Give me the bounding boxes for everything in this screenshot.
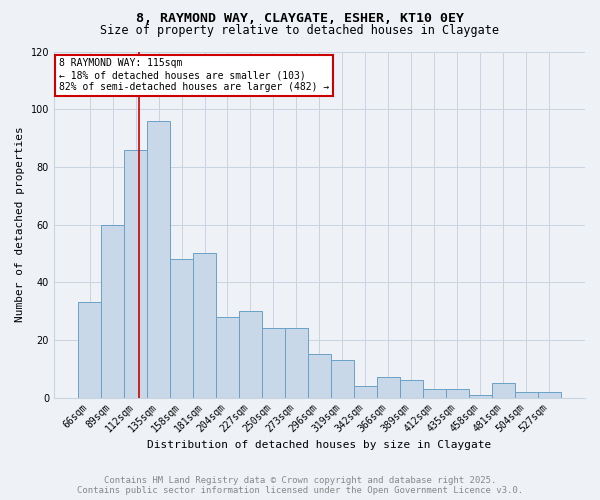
Bar bbox=[285, 328, 308, 398]
Bar bbox=[216, 317, 239, 398]
Bar bbox=[101, 224, 124, 398]
Y-axis label: Number of detached properties: Number of detached properties bbox=[15, 126, 25, 322]
Bar bbox=[193, 254, 216, 398]
Bar bbox=[308, 354, 331, 398]
Bar bbox=[469, 394, 492, 398]
Bar bbox=[78, 302, 101, 398]
Bar bbox=[492, 383, 515, 398]
Text: Contains HM Land Registry data © Crown copyright and database right 2025.
Contai: Contains HM Land Registry data © Crown c… bbox=[77, 476, 523, 495]
Bar bbox=[262, 328, 285, 398]
Bar bbox=[147, 120, 170, 398]
Bar bbox=[446, 389, 469, 398]
Bar bbox=[331, 360, 354, 398]
Text: Size of property relative to detached houses in Claygate: Size of property relative to detached ho… bbox=[101, 24, 499, 37]
Bar bbox=[377, 378, 400, 398]
Bar bbox=[515, 392, 538, 398]
Bar bbox=[170, 259, 193, 398]
Bar bbox=[400, 380, 423, 398]
Bar bbox=[239, 311, 262, 398]
Text: 8 RAYMOND WAY: 115sqm
← 18% of detached houses are smaller (103)
82% of semi-det: 8 RAYMOND WAY: 115sqm ← 18% of detached … bbox=[59, 58, 329, 92]
Text: 8, RAYMOND WAY, CLAYGATE, ESHER, KT10 0EY: 8, RAYMOND WAY, CLAYGATE, ESHER, KT10 0E… bbox=[136, 12, 464, 26]
Bar bbox=[354, 386, 377, 398]
Bar bbox=[124, 150, 147, 398]
Bar bbox=[423, 389, 446, 398]
Bar bbox=[538, 392, 561, 398]
X-axis label: Distribution of detached houses by size in Claygate: Distribution of detached houses by size … bbox=[148, 440, 491, 450]
